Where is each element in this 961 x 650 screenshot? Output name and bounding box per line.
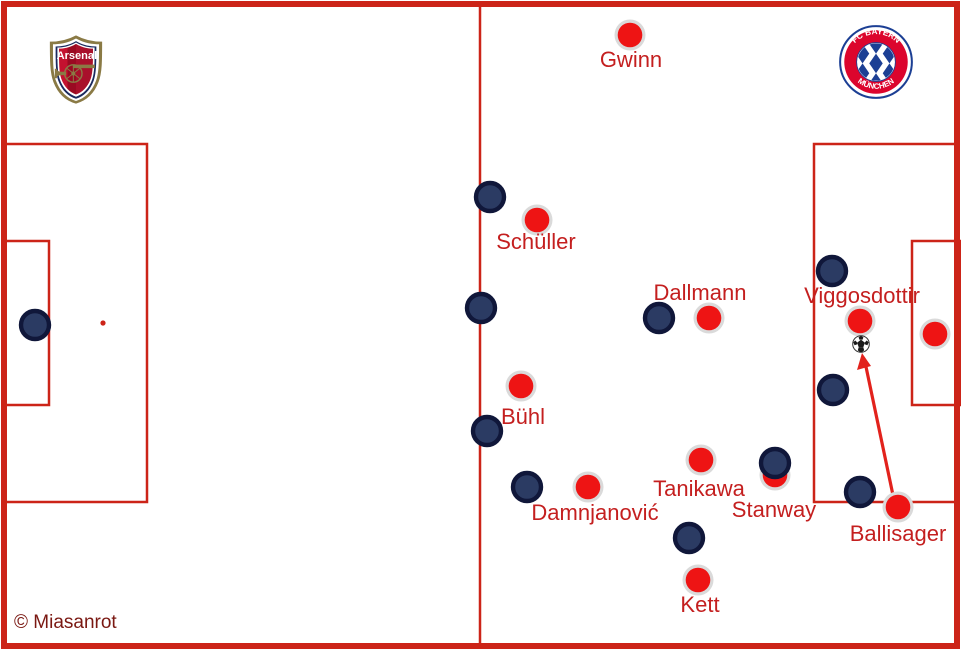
- svg-text:Dallmann: Dallmann: [654, 280, 747, 305]
- svg-text:Gwinn: Gwinn: [600, 47, 662, 72]
- svg-text:Damnjanović: Damnjanović: [531, 500, 658, 525]
- svg-text:Ballisager: Ballisager: [850, 521, 947, 546]
- svg-text:Stanway: Stanway: [732, 497, 816, 522]
- svg-text:Kett: Kett: [680, 592, 719, 617]
- svg-text:Schüller: Schüller: [496, 229, 575, 254]
- svg-text:Viggosdottir: Viggosdottir: [804, 283, 920, 308]
- svg-text:Bühl: Bühl: [501, 404, 545, 429]
